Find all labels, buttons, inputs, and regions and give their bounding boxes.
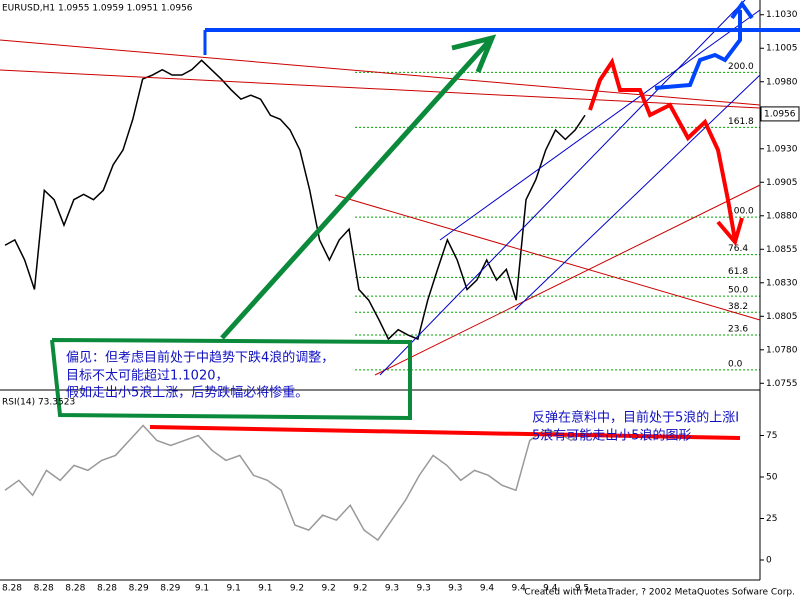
fib-label: 100.0: [728, 207, 754, 217]
fib-label: 76.4: [728, 244, 748, 254]
y-tick-label: 1.0780: [766, 345, 798, 355]
x-tick-label: 8.29: [129, 584, 149, 594]
trend-line: [0, 39, 761, 106]
channel-line: [379, 0, 746, 376]
forecast-arrow: [654, 0, 754, 90]
y-tick-label: 75: [766, 431, 777, 441]
x-tick-label: 8.29: [160, 584, 180, 594]
annotation: 假如走出小5浪上涨，后势跌幅必将惨重。: [66, 385, 308, 401]
price-line: [4, 424, 586, 542]
x-tick-label: 9.1: [258, 584, 272, 594]
y-tick-label: 1.1030: [766, 10, 798, 20]
y-tick-label: 1.0855: [766, 245, 798, 255]
y-tick-label: 25: [766, 514, 777, 524]
rsi-title: RSI(14) 73.3523: [2, 398, 75, 408]
y-tick-label: 1.0930: [766, 144, 798, 154]
trend-line: [334, 194, 761, 321]
y-tick-label: 0: [766, 556, 772, 566]
annotation: 偏见：但考虑目前处于中趋势下跌4浪的调整，: [66, 350, 334, 366]
fib-label: 23.6: [728, 325, 748, 335]
y-tick-label: 1.0805: [766, 312, 798, 322]
y-tick-label: 1.0830: [766, 278, 798, 288]
annotation: 目标不太可能超过1.1020，: [66, 369, 229, 384]
x-tick-label: 9.4: [543, 584, 558, 594]
forecast-arrow: [588, 57, 744, 247]
x-tick-label: 9.2: [290, 584, 304, 594]
channel-line: [514, 74, 761, 311]
chart-title: EURUSD,H1 1.0955 1.0959 1.0951 1.0956: [2, 4, 193, 14]
x-tick-label: 9.1: [195, 584, 209, 594]
x-tick-label: 9.3: [385, 584, 399, 594]
x-tick-label: 9.4: [512, 584, 527, 594]
fib-label: 61.8: [728, 267, 748, 277]
price-box: [760, 106, 800, 122]
y-tick-label: 1.0980: [766, 77, 798, 87]
fib-label: 0.0: [728, 359, 743, 369]
x-tick-label: 9.2: [322, 584, 336, 594]
trend-line: [374, 184, 761, 376]
fib-label: 161.8: [728, 117, 754, 127]
wave-arrow: [220, 34, 497, 340]
x-tick-label: 8.28: [2, 584, 22, 594]
x-tick-label: 8.28: [97, 584, 117, 594]
y-tick-label: 1.0905: [766, 178, 798, 188]
x-tick-label: 9.1: [227, 584, 241, 594]
y-tick-label: 1.1005: [766, 44, 798, 54]
x-tick-label: 9.2: [353, 584, 367, 594]
x-tick-label: 9.3: [448, 584, 462, 594]
fib-label: 50.0: [728, 286, 748, 296]
x-tick-label: 9.4: [480, 584, 495, 594]
annotation: 反弹在意料中，目前处于5浪的上涨I: [532, 410, 739, 426]
annotation-box: [50, 338, 412, 421]
price-label: 1.0956: [764, 109, 796, 119]
y-tick-label: 1.0755: [766, 379, 798, 389]
x-tick-label: 8.28: [34, 584, 54, 594]
trend-line: [0, 69, 761, 109]
fib-label: 200.0: [728, 62, 754, 72]
channel-line: [439, 9, 761, 241]
x-tick-label: 9.5: [575, 584, 589, 594]
x-tick-label: 8.28: [65, 584, 85, 594]
y-tick-label: 50: [766, 473, 778, 483]
annotation: 5浪有可能走出小5浪的图形: [532, 428, 692, 444]
fib-label: 38.2: [728, 302, 748, 312]
rsi-trend: [149, 425, 741, 440]
y-tick-label: 1.0880: [766, 211, 798, 221]
plot: 1.1030 1.1005 1.0980 1.0930 1.0905 1.0880 1.08…: [2, 10, 800, 594]
footer: Created with MetaTrader, ? 2002 MetaQuot…: [524, 588, 795, 598]
x-tick-label: 9.3: [417, 584, 431, 594]
